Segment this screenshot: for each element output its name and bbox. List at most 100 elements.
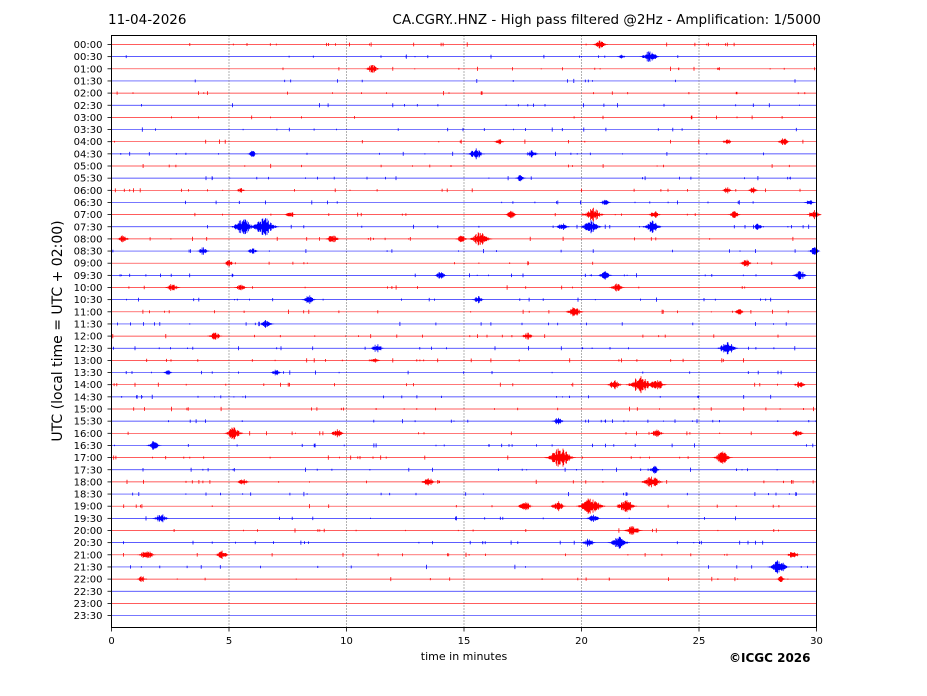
event-burst: [647, 465, 661, 474]
event-burst: [791, 430, 805, 437]
event-burst: [785, 552, 801, 558]
event-burst: [116, 235, 130, 243]
y-tick-label: 07:30: [74, 222, 103, 233]
event-burst: [580, 538, 597, 547]
event-burst: [236, 479, 250, 485]
y-tick-label: 12:00: [74, 332, 103, 343]
y-tick-label: 18:00: [74, 477, 103, 488]
event-burst: [791, 271, 809, 280]
event-burst: [597, 271, 613, 280]
noise-trace: [116, 91, 806, 96]
noise-trace: [126, 297, 772, 302]
event-burst: [162, 370, 173, 375]
event-burst: [235, 188, 246, 193]
y-tick-label: 17:30: [74, 465, 103, 476]
noise-trace: [282, 66, 815, 71]
y-tick-label: 03:00: [74, 113, 103, 124]
noise-trace: [127, 431, 752, 436]
event-burst: [284, 212, 296, 217]
event-burst: [721, 139, 734, 145]
x-tick-label: 20: [575, 636, 588, 647]
event-burst: [585, 514, 601, 522]
noise-trace: [130, 564, 808, 570]
copyright-label: ©ICGC 2026: [729, 651, 811, 665]
y-tick-label: 10:00: [74, 283, 103, 294]
noise-trace: [189, 42, 814, 47]
y-tick-label: 09:00: [74, 259, 103, 270]
y-tick-label: 13:30: [74, 368, 103, 379]
y-tick-label: 22:30: [74, 587, 103, 598]
y-tick-label: 15:00: [74, 405, 103, 416]
y-tick-label: 07:00: [74, 210, 103, 221]
event-burst: [605, 380, 623, 390]
y-tick-label: 05:00: [74, 162, 103, 173]
event-burst: [579, 220, 602, 234]
seismic-traces: [112, 40, 822, 582]
noise-trace: [205, 176, 791, 181]
y-tick-label: 02:00: [74, 89, 103, 100]
event-burst: [454, 235, 468, 243]
event-burst: [516, 502, 534, 511]
event-burst: [246, 248, 259, 254]
noise-trace: [117, 321, 787, 327]
event-burst: [640, 476, 663, 488]
event-burst: [623, 526, 643, 535]
event-burst: [776, 138, 790, 145]
event-burst: [803, 200, 816, 205]
event-burst: [137, 551, 156, 559]
event-burst: [793, 381, 807, 388]
event-burst: [324, 235, 340, 243]
plot-frame: [111, 35, 817, 628]
noise-trace: [149, 236, 794, 241]
noise-trace: [173, 528, 779, 533]
noise-trace: [114, 188, 801, 193]
event-burst: [207, 332, 223, 340]
event-burst: [471, 296, 485, 304]
y-tick-label: 01:00: [74, 64, 103, 75]
y-tick-label: 16:30: [74, 441, 103, 452]
x-tick-label: 10: [340, 636, 353, 647]
event-burst: [614, 500, 638, 513]
noise-trace: [114, 443, 814, 448]
noise-trace: [120, 151, 764, 156]
noise-trace: [112, 334, 779, 339]
y-tick-label: 06:00: [74, 186, 103, 197]
event-burst: [258, 320, 275, 328]
noise-trace: [141, 127, 797, 132]
y-tick-label: 21:30: [74, 562, 103, 573]
x-tick-label: 0: [108, 636, 114, 647]
y-tick-label: 03:30: [74, 125, 103, 136]
noise-trace: [141, 103, 800, 108]
event-burst: [196, 247, 210, 255]
event-burst: [329, 429, 345, 438]
event-burst: [727, 211, 741, 218]
y-tick-label: 01:30: [74, 76, 103, 87]
noise-trace: [176, 576, 789, 582]
event-burst: [646, 380, 668, 390]
event-burst: [525, 150, 539, 158]
noise-trace: [207, 224, 810, 229]
y-tick-label: 15:30: [74, 417, 103, 428]
noise-trace: [125, 370, 782, 375]
y-tick-label: 11:30: [74, 319, 103, 330]
y-tick-label: 19:30: [74, 514, 103, 525]
event-burst: [214, 550, 230, 559]
event-burst: [269, 369, 282, 376]
y-tick-label: 00:00: [74, 40, 103, 51]
event-burst: [715, 342, 739, 355]
event-burst: [145, 441, 162, 450]
noise-trace: [123, 540, 764, 545]
event-burst: [364, 65, 380, 73]
y-tick-label: 00:30: [74, 52, 103, 63]
event-burst: [607, 536, 631, 549]
y-tick-label: 20:00: [74, 526, 103, 537]
event-burst: [520, 332, 534, 340]
noise-trace: [194, 78, 796, 83]
event-burst: [581, 207, 605, 222]
y-tick-label: 14:00: [74, 380, 103, 391]
y-tick-label: 08:00: [74, 234, 103, 245]
noise-trace: [113, 346, 796, 351]
event-burst: [647, 211, 661, 218]
event-burst: [549, 501, 567, 512]
